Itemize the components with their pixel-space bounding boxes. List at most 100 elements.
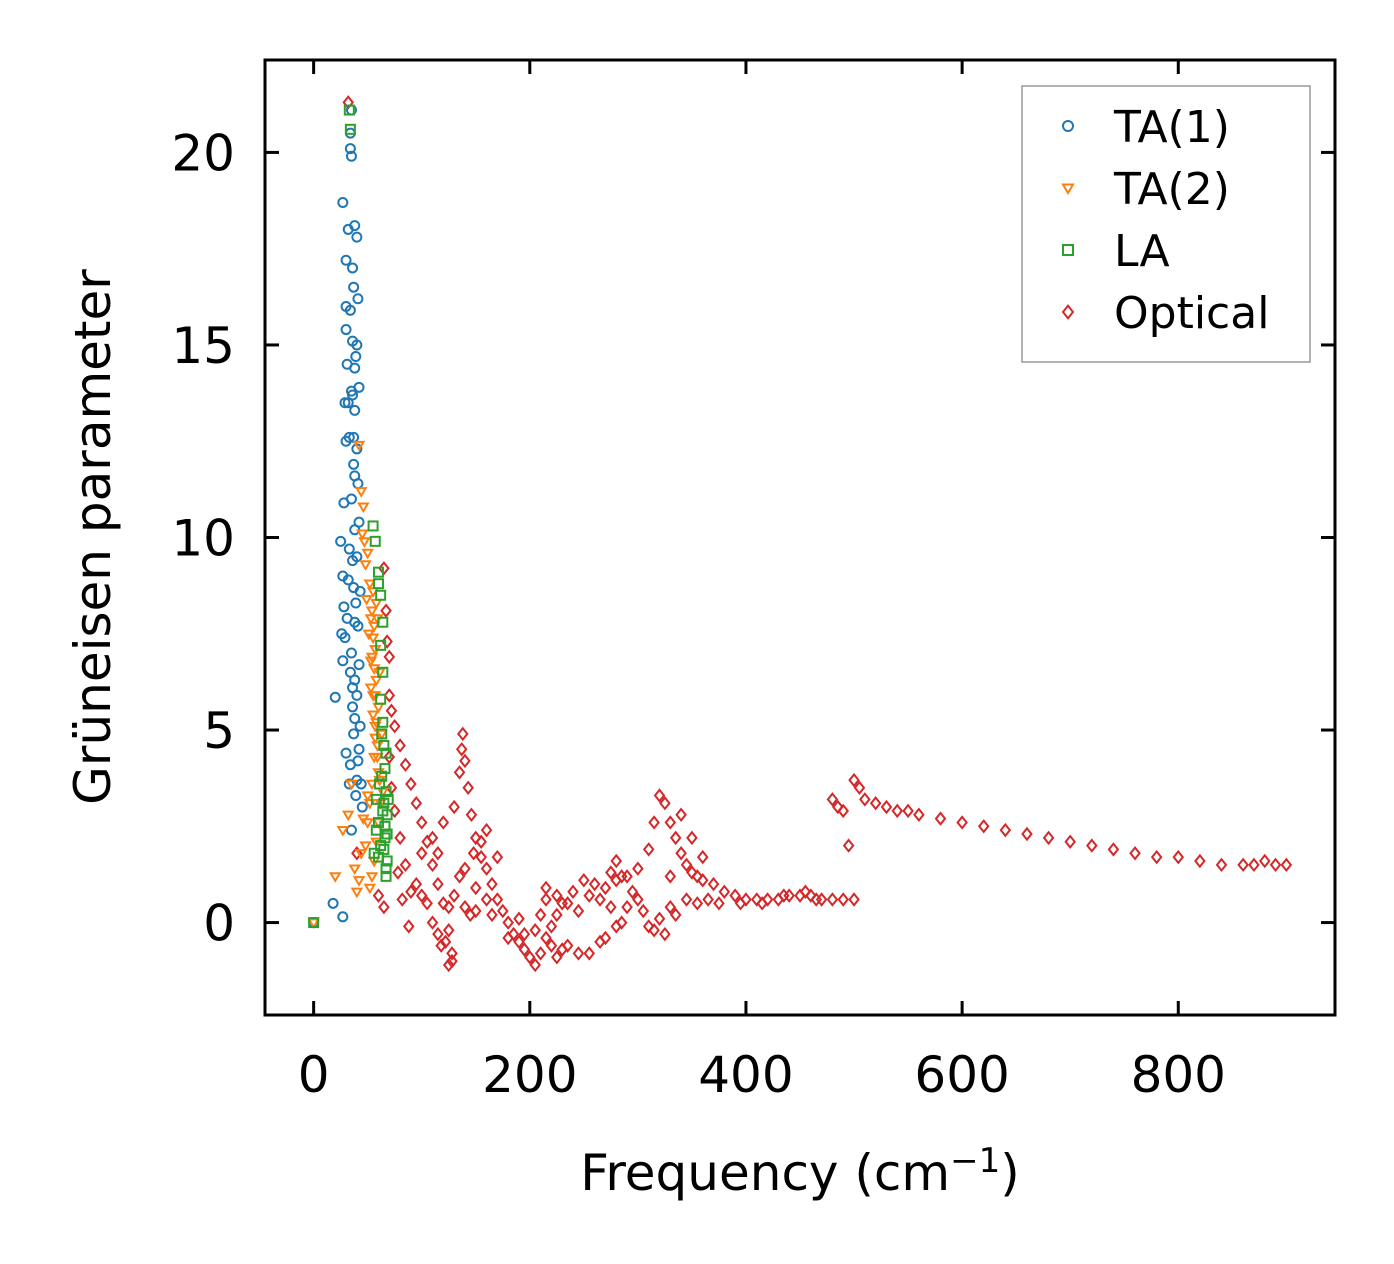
point-optical (572, 903, 585, 919)
point-ta1 (352, 293, 364, 305)
point-optical (459, 753, 471, 769)
point-optical (848, 772, 860, 788)
point-optical (842, 838, 855, 853)
legend-marker-ta2 (1061, 183, 1075, 195)
y-tick-label: 10 (171, 510, 235, 568)
point-ta1 (348, 281, 360, 293)
point-optical (702, 892, 714, 907)
point-optical (615, 869, 628, 884)
point-optical (491, 892, 504, 907)
point-la (376, 770, 388, 782)
point-ta1 (345, 385, 357, 397)
point-optical (1129, 846, 1141, 861)
point-optical (446, 953, 458, 969)
point-la (372, 578, 384, 590)
point-ta1 (342, 397, 354, 409)
point-ta2 (348, 864, 361, 876)
point-optical (680, 857, 693, 873)
point-optical (696, 872, 709, 888)
point-optical (540, 880, 552, 896)
point-optical (475, 849, 487, 865)
point-optical (859, 792, 871, 807)
point-ta1 (354, 585, 366, 597)
point-optical (1280, 857, 1293, 873)
point-ta1 (352, 755, 364, 767)
point-optical (432, 846, 444, 861)
point-optical (599, 930, 612, 946)
point-ta1 (340, 254, 352, 266)
point-optical (415, 888, 428, 903)
point-optical (534, 907, 547, 923)
point-optical (837, 892, 850, 907)
point-ta1 (342, 574, 354, 586)
point-optical (632, 892, 644, 907)
point-la (368, 847, 380, 859)
point-ta2 (367, 621, 381, 633)
point-optical (459, 899, 471, 915)
point-ta1 (350, 597, 362, 609)
point-optical (469, 903, 482, 919)
point-optical (648, 815, 660, 830)
point-la (378, 739, 390, 751)
point-ta2 (372, 702, 385, 714)
point-la (369, 535, 381, 547)
point-optical (956, 815, 968, 830)
point-ta1 (349, 404, 361, 416)
point-ta2 (354, 849, 368, 860)
point-ta1 (344, 666, 356, 678)
point-ta2 (361, 548, 374, 560)
point-optical (913, 807, 925, 822)
point-optical (383, 649, 396, 665)
point-optical (426, 857, 439, 873)
point-optical (437, 896, 450, 911)
x-tick-label: 400 (698, 1046, 793, 1104)
point-ta1 (345, 824, 357, 836)
point-optical (518, 926, 531, 942)
y-axis-ticks: 0 5 10 15 20 (171, 124, 1335, 953)
point-ta1 (353, 659, 365, 671)
point-optical (707, 876, 720, 892)
point-ta2 (354, 487, 368, 498)
point-ta2 (359, 841, 372, 853)
point-optical (653, 911, 666, 926)
point-ta1 (350, 351, 362, 363)
point-optical (734, 896, 747, 911)
point-optical (1194, 853, 1206, 869)
point-optical (399, 757, 412, 772)
point-optical (432, 876, 444, 892)
point-optical (502, 930, 514, 946)
point-optical (1150, 849, 1163, 865)
point-optical (540, 892, 552, 907)
point-optical (399, 857, 412, 873)
point-optical (810, 892, 822, 907)
point-ta2 (361, 818, 374, 829)
point-optical (426, 830, 439, 846)
point-optical (664, 899, 677, 915)
point-optical (453, 869, 466, 884)
point-ta1 (338, 601, 350, 613)
x-axis-ticks: 0 200 400 600 800 (298, 60, 1226, 1104)
point-ta1 (329, 691, 341, 703)
point-ta1 (337, 911, 349, 923)
point-optical (561, 896, 574, 911)
point-optical (383, 749, 396, 765)
point-optical (1042, 830, 1055, 846)
point-optical (853, 780, 866, 796)
point-optical (740, 892, 752, 907)
point-ta1 (350, 790, 362, 802)
point-la (380, 786, 392, 798)
point-optical (378, 899, 390, 915)
point-ta1 (351, 551, 363, 563)
point-ta1 (337, 655, 349, 667)
point-optical (465, 807, 478, 822)
point-optical (637, 903, 650, 919)
point-optical (524, 950, 536, 965)
point-optical (480, 822, 493, 838)
legend: TA(1) TA(2) LA Optical (1021, 85, 1311, 363)
point-ta1 (343, 543, 355, 555)
x-tick-label: 0 (298, 1046, 330, 1104)
point-optical (1107, 842, 1120, 857)
point-optical (799, 884, 812, 899)
point-ta1 (339, 397, 351, 409)
point-optical (392, 865, 404, 880)
